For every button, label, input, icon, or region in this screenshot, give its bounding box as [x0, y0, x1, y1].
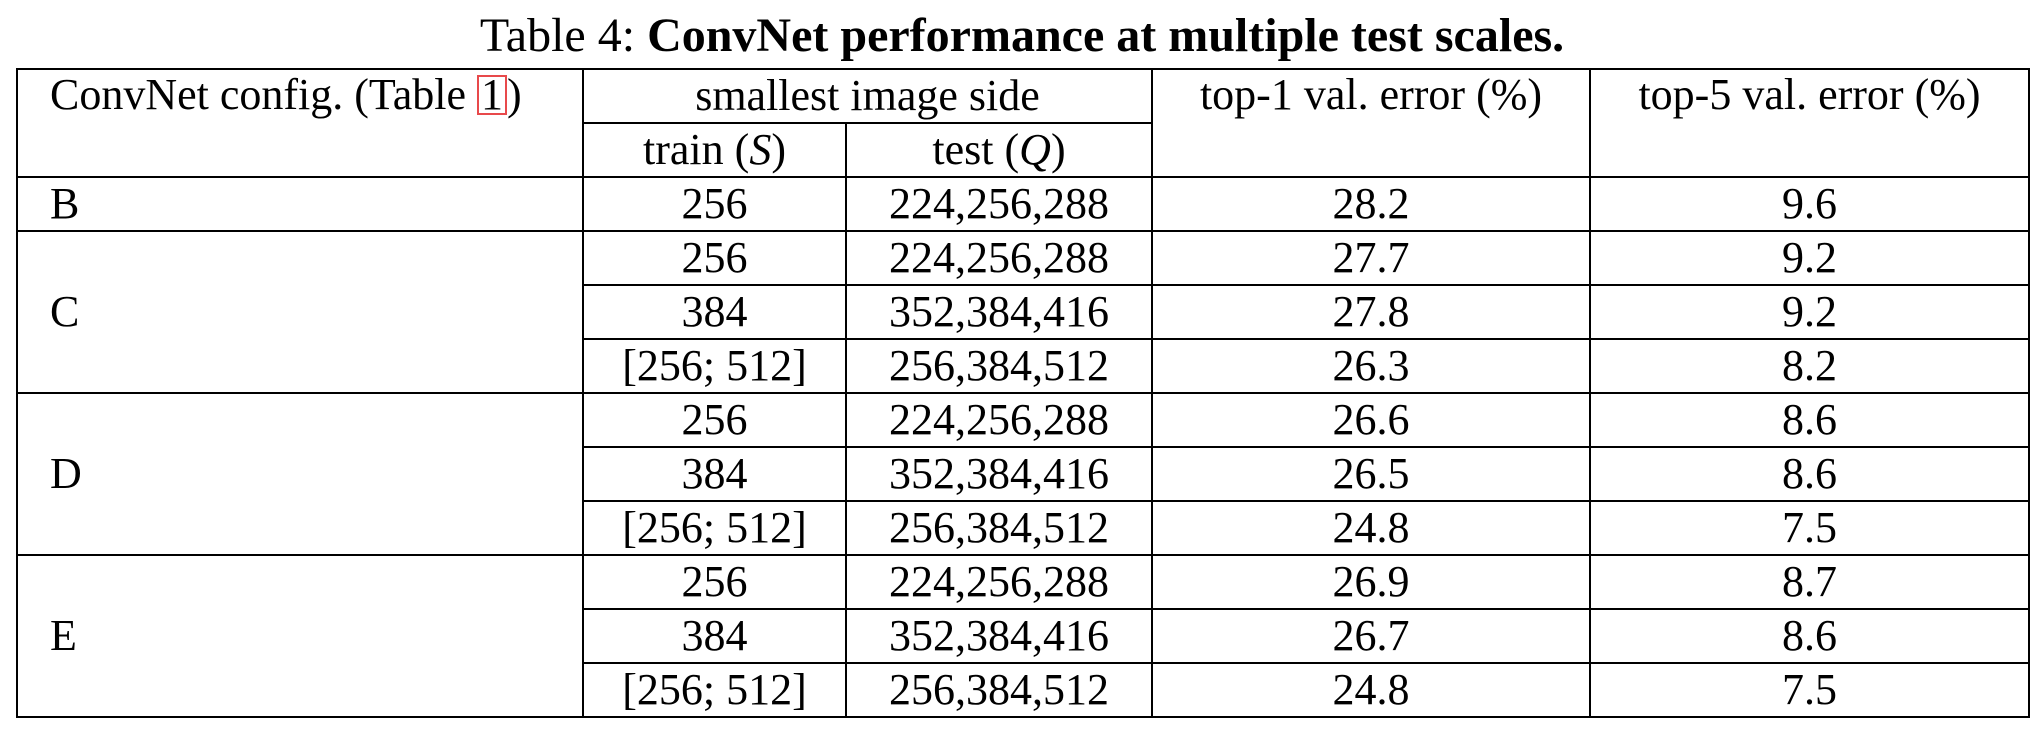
header-train-label: train ( — [643, 125, 750, 174]
top1-error-cell: 27.7 — [1151, 230, 1591, 286]
test-scale-cell: 224,256,288 — [845, 230, 1153, 286]
top5-error-cell: 8.7 — [1589, 554, 2030, 610]
table-row: 384 352,384,416 26.5 8.6 — [17, 446, 2030, 502]
top5-error-cell: 8.6 — [1589, 446, 2030, 502]
test-scale-cell: 352,384,416 — [845, 284, 1153, 340]
caption-prefix: Table 4: — [479, 9, 648, 62]
test-scale-cell: 352,384,416 — [845, 608, 1153, 664]
header-config-text: ConvNet config. (Table — [50, 70, 478, 119]
test-scale-cell: 224,256,288 — [845, 176, 1153, 232]
train-scale-cell: [256; 512] — [582, 338, 847, 394]
train-scale-cell: 384 — [582, 284, 847, 340]
test-scale-cell: 256,384,512 — [845, 338, 1153, 394]
test-scale-cell: 224,256,288 — [845, 392, 1153, 448]
top1-error-cell-best: 24.8 — [1151, 500, 1591, 556]
train-scale-cell: 256 — [582, 230, 847, 286]
train-scale-cell: [256; 512] — [582, 662, 847, 718]
top5-error-cell: 8.6 — [1589, 608, 2030, 664]
top5-error-cell: 9.2 — [1589, 284, 2030, 340]
test-scale-cell: 352,384,416 — [845, 446, 1153, 502]
test-scale-cell: 224,256,288 — [845, 554, 1153, 610]
table-row: D 256 224,256,288 26.6 8.6 — [16, 392, 2030, 556]
table-caption: Table 4: ConvNet performance at multiple… — [0, 6, 2044, 66]
header-train: train (S) — [582, 122, 847, 178]
config-cell: E — [16, 554, 584, 718]
table-body: B 256 224,256,288 28.2 9.6 C 256 224,256… — [16, 176, 2030, 718]
header-test-label: test ( — [932, 125, 1020, 174]
top1-error-cell: 26.5 — [1151, 446, 1591, 502]
train-scale-cell: 256 — [582, 554, 847, 610]
top1-error-cell: 28.2 — [1151, 176, 1591, 232]
header-smallest-image-side: smallest image side — [582, 68, 1153, 124]
top1-error-cell: 27.8 — [1151, 284, 1591, 340]
caption-title: ConvNet performance at multiple test sca… — [647, 9, 1565, 62]
top5-error-cell: 8.2 — [1589, 338, 2030, 394]
results-table: ConvNet config. (Table 1) smallest image… — [16, 68, 2030, 718]
top1-error-cell: 26.6 — [1151, 392, 1591, 448]
header-train-close: ) — [771, 125, 786, 174]
train-scale-cell: 256 — [582, 176, 847, 232]
test-scale-cell: 256,384,512 — [845, 662, 1153, 718]
top5-error-cell-best: 7.5 — [1589, 500, 2030, 556]
config-cell: C — [16, 230, 584, 394]
header-row-2: train (S) test (Q) — [17, 122, 2029, 178]
table-row: 384 352,384,416 26.7 8.6 — [17, 608, 2030, 664]
top5-error-cell-best: 7.5 — [1589, 662, 2030, 718]
header-row-1: ConvNet config. (Table 1) smallest image… — [16, 68, 2030, 178]
train-scale-cell: 256 — [582, 392, 847, 448]
header-train-symbol: S — [749, 125, 772, 174]
header-test-close: ) — [1050, 125, 1066, 174]
table-row: 384 352,384,416 27.8 9.2 — [17, 284, 2030, 340]
test-scale-cell: 256,384,512 — [845, 500, 1153, 556]
table-row: C 256 224,256,288 27.7 9.2 — [16, 230, 2030, 394]
table-row: B 256 224,256,288 28.2 9.6 — [16, 176, 2030, 232]
train-scale-cell: 384 — [582, 446, 847, 502]
top5-error-cell: 9.6 — [1589, 176, 2030, 232]
top5-error-cell: 8.6 — [1589, 392, 2030, 448]
header-top1-error: top-1 val. error (%) — [1151, 68, 1591, 178]
table-reference-link[interactable]: 1 — [477, 73, 508, 117]
header-test: test (Q) — [845, 122, 1153, 178]
header-config: ConvNet config. (Table 1) — [16, 68, 584, 178]
config-cell: D — [16, 392, 584, 556]
config-cell: B — [16, 176, 584, 232]
header-config-close: ) — [507, 70, 522, 119]
train-scale-cell: 384 — [582, 608, 847, 664]
top5-error-cell: 9.2 — [1589, 230, 2030, 286]
table-row: E 256 224,256,288 26.9 8.7 — [16, 554, 2030, 718]
table-row: [256; 512] 256,384,512 24.8 7.5 — [17, 500, 2030, 556]
top1-error-cell-best: 24.8 — [1151, 662, 1591, 718]
table-row: [256; 512] 256,384,512 24.8 7.5 — [17, 662, 2030, 718]
table-row: [256; 512] 256,384,512 26.3 8.2 — [17, 338, 2030, 394]
header-top5-error: top-5 val. error (%) — [1589, 68, 2030, 178]
train-scale-cell: [256; 512] — [582, 500, 847, 556]
top1-error-cell: 26.7 — [1151, 608, 1591, 664]
top1-error-cell: 26.3 — [1151, 338, 1591, 394]
top1-error-cell: 26.9 — [1151, 554, 1591, 610]
header-test-symbol: Q — [1019, 125, 1051, 174]
